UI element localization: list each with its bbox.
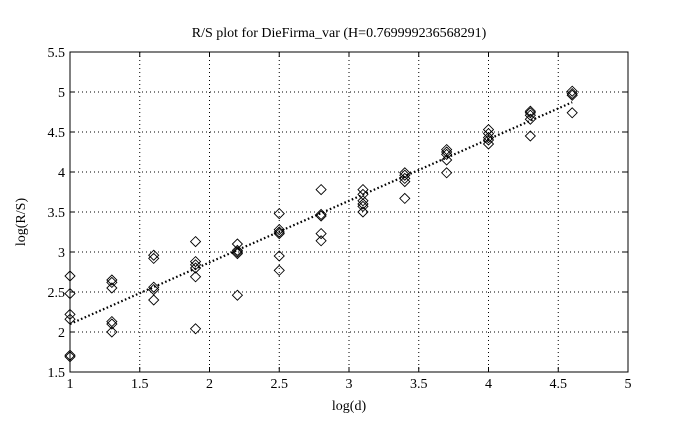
y-tick-label: 5 <box>58 86 65 101</box>
data-point-diamond <box>315 183 327 196</box>
x-axis-label: log(d) <box>331 399 367 414</box>
data-point-diamond <box>399 175 411 188</box>
data-point-diamond <box>106 276 118 289</box>
data-point-diamond <box>441 167 453 179</box>
data-point-diamond <box>64 287 76 300</box>
data-point-diamond <box>64 270 76 282</box>
plot-frame <box>69 51 629 373</box>
data-point-diamond <box>524 107 536 119</box>
data-point-diamond <box>357 198 369 210</box>
data-point-diamond <box>524 105 536 117</box>
data-point-diamond <box>566 89 578 101</box>
data-point-diamond <box>106 274 118 286</box>
data-point-diamond <box>148 249 160 261</box>
data-point-diamond <box>524 109 536 121</box>
y-tick-label: 1.5 <box>48 366 66 381</box>
data-point-diamond <box>273 250 285 262</box>
data-point-diamond <box>189 323 202 335</box>
fit-line <box>69 101 573 326</box>
data-point-diamond <box>357 195 369 207</box>
data-point-diamond <box>524 130 536 142</box>
data-point-diamond <box>566 107 578 119</box>
data-point-diamond <box>106 326 118 338</box>
data-point-diamond <box>64 349 76 361</box>
data-point-diamond <box>189 259 202 271</box>
data-point-diamond <box>315 210 327 222</box>
data-point-diamond <box>399 169 411 181</box>
data-point-diamond <box>399 172 411 185</box>
data-point-diamond <box>357 200 369 213</box>
data-point-diamond <box>231 289 244 301</box>
data-point-diamond <box>189 255 202 268</box>
data-point-diamond <box>231 246 244 258</box>
x-tick-label: 1 <box>67 377 74 392</box>
x-tick-label: 2.5 <box>271 377 289 392</box>
data-point-diamond <box>64 351 76 363</box>
data-point-diamond <box>273 223 285 236</box>
y-axis-label: log(R/S) <box>14 197 29 247</box>
data-point-diamond <box>189 235 202 248</box>
data-point-diamond <box>566 87 578 100</box>
data-point-diamond <box>482 138 495 150</box>
y-tick-label: 4 <box>58 166 65 181</box>
data-point-diamond <box>315 227 327 240</box>
data-point-diamond <box>273 264 285 277</box>
chart-title: R/S plot for DieFirma_var (H=0.769999236… <box>191 26 487 41</box>
data-point-diamond <box>441 148 453 161</box>
data-point-diamond <box>273 207 285 220</box>
data-point-diamond <box>148 281 160 293</box>
x-tick-label: 4.5 <box>550 377 568 392</box>
y-tick-label: 3.5 <box>48 206 66 221</box>
y-tick-label: 4.5 <box>48 126 66 141</box>
x-tick-label: 4 <box>485 377 492 392</box>
data-point-diamond <box>315 235 327 247</box>
data-point-diamond <box>524 113 536 125</box>
y-tick-label: 3 <box>58 246 65 261</box>
data-point-diamond <box>399 192 411 205</box>
data-point-diamond <box>357 206 369 218</box>
data-point-diamond <box>566 85 578 97</box>
data-point-diamond <box>64 313 76 325</box>
y-tick-label: 5.5 <box>48 46 66 61</box>
x-tick-label: 2 <box>206 377 213 392</box>
y-tick-label: 2 <box>58 326 65 341</box>
data-point-diamond <box>482 131 495 144</box>
data-point-diamond <box>189 271 202 283</box>
y-tick-label: 2.5 <box>48 286 66 301</box>
data-point-diamond <box>106 282 118 294</box>
x-tick-label: 3.5 <box>410 377 428 392</box>
x-tick-label: 3 <box>346 377 353 392</box>
data-point-diamond <box>106 318 118 330</box>
data-point-diamond <box>231 244 244 257</box>
x-tick-label: 1.5 <box>131 377 149 392</box>
data-point-diamond <box>64 308 76 321</box>
x-tick-label: 5 <box>625 377 632 392</box>
data-point-diamond <box>315 208 327 221</box>
data-point-diamond <box>148 252 160 265</box>
data-point-diamond <box>399 167 411 179</box>
data-point-diamond <box>148 294 160 306</box>
data-point-diamond <box>231 247 244 260</box>
